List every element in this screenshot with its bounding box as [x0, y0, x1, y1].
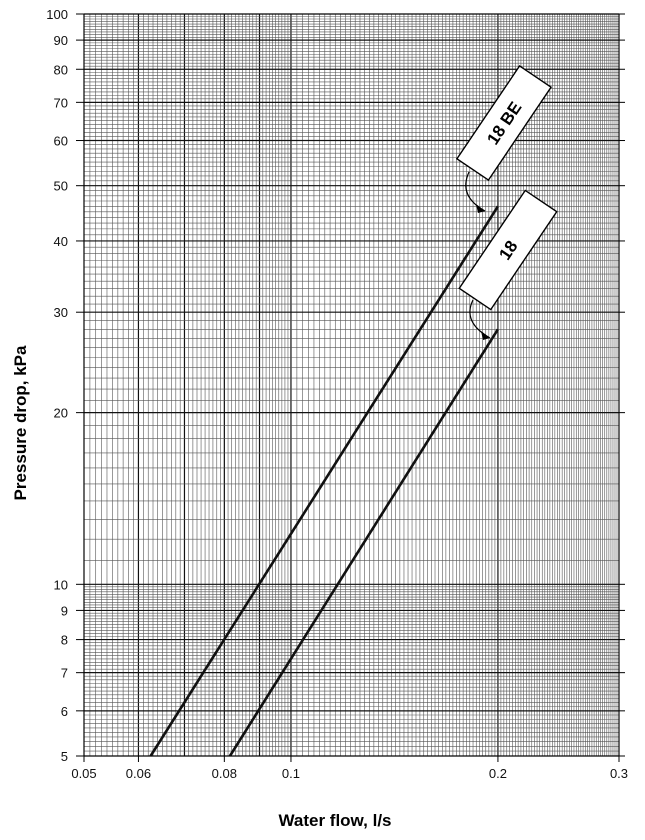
y-tick-label: 60 [54, 134, 68, 149]
callout-frame [458, 189, 558, 311]
y-tick-label: 5 [61, 749, 68, 764]
plot-frame [83, 13, 620, 757]
y-tick-label: 80 [54, 62, 68, 77]
y-tick-label: 100 [46, 7, 68, 22]
callout-box-18: 18 [458, 189, 558, 311]
y-tick-label: 30 [54, 305, 68, 320]
y-tick-label: 50 [54, 179, 68, 194]
x-tick-label: 0.2 [489, 766, 507, 781]
callout-frame [455, 64, 553, 182]
x-tick-label: 0.3 [610, 766, 628, 781]
callout-arrow-18-be [465, 171, 486, 212]
callout-arrowhead-18-be [476, 204, 485, 213]
series-group [149, 205, 500, 757]
callout-arrowhead-18 [481, 331, 490, 340]
y-tick-label: 8 [61, 633, 68, 648]
y-tick-label: 6 [61, 704, 68, 719]
series-line-18-be [149, 205, 499, 757]
x-tick-label: 0.1 [282, 766, 300, 781]
y-tick-label: 20 [54, 406, 68, 421]
grid [83, 13, 620, 757]
series-line-18 [228, 328, 500, 757]
x-tick-label: 0.05 [71, 766, 96, 781]
y-tick-label: 90 [54, 33, 68, 48]
x-tick-label: 0.06 [126, 766, 151, 781]
y-tick-label: 7 [61, 666, 68, 681]
y-tick-label: 70 [54, 95, 68, 110]
x-tick-label: 0.08 [212, 766, 237, 781]
tick-labels: 0.05 0.06 0.08 0.1 0.2 0.3 5 6 7 8 9 10 20 30 40 50 60 70… [46, 7, 628, 781]
y-tick-label: 9 [61, 603, 68, 618]
x-axis-label: Water flow, l/s [278, 811, 391, 830]
y-tick-label: 40 [54, 234, 68, 249]
y-tick-label: 10 [54, 577, 68, 592]
y-axis-label: Pressure drop, kPa [11, 345, 30, 501]
